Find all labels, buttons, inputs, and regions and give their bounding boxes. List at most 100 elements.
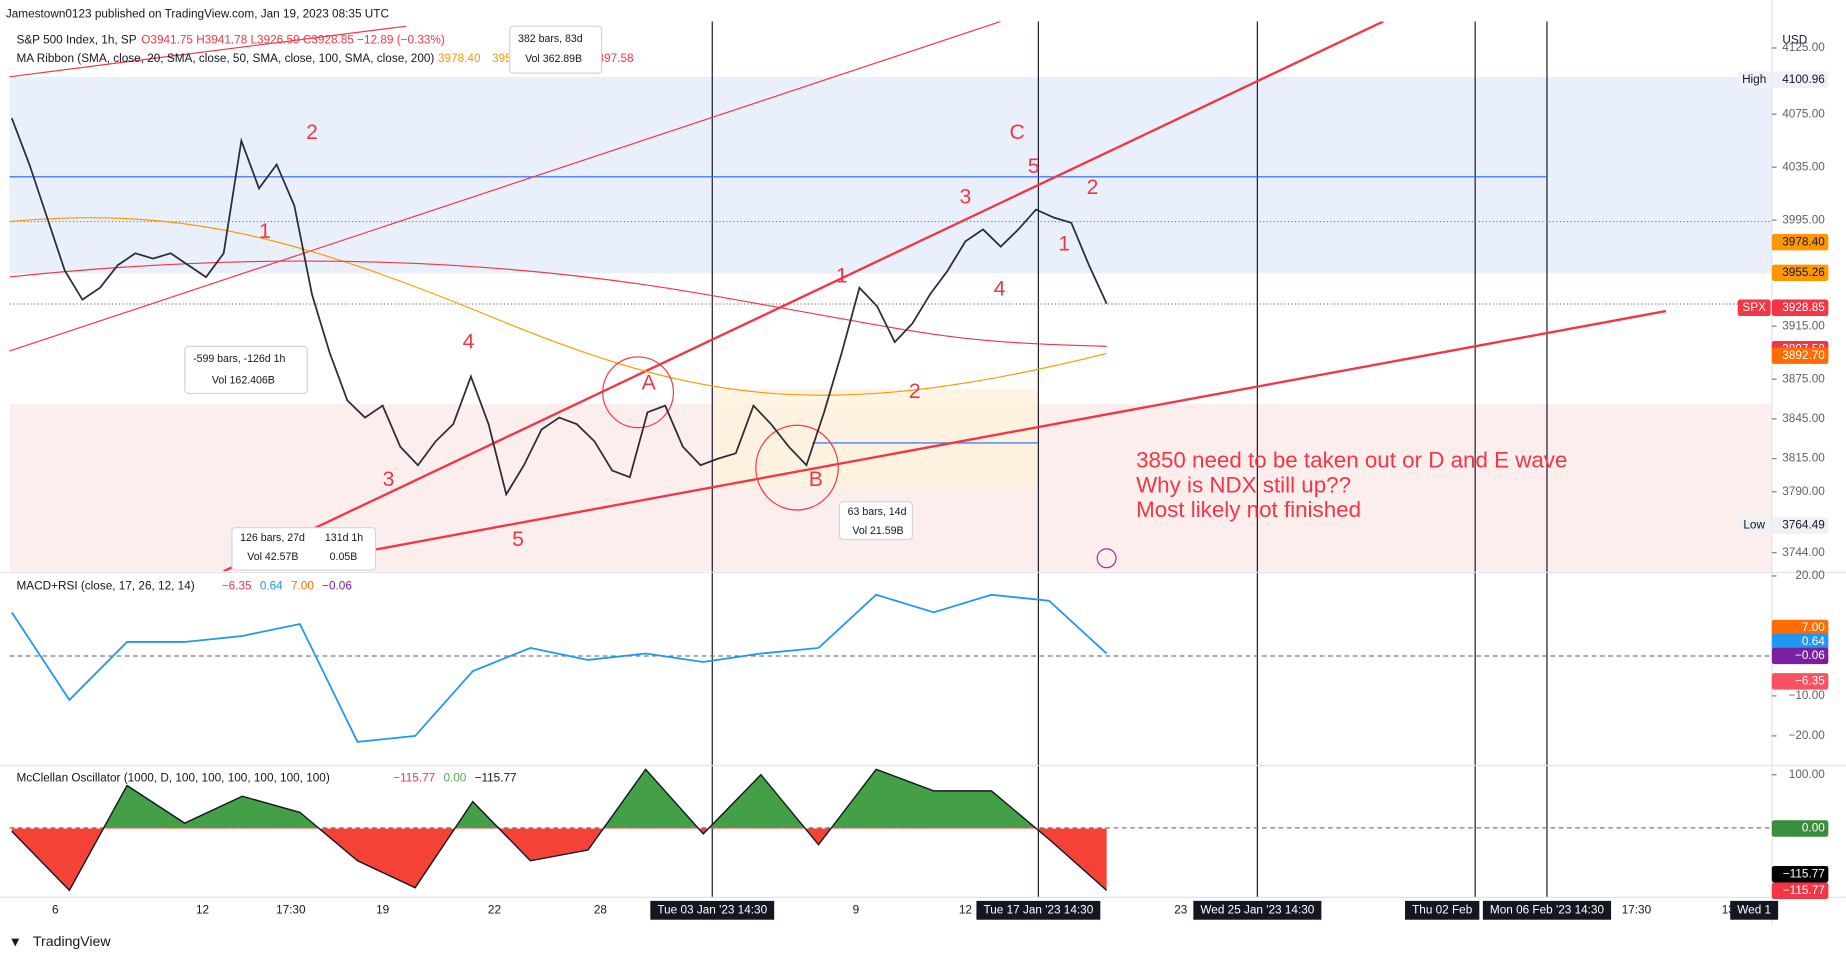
time-label: 12 xyxy=(196,903,209,916)
pane-legend: 0.64 xyxy=(260,580,283,593)
price-line xyxy=(10,117,1108,497)
y-tick-label: 3915.00 xyxy=(1782,319,1825,332)
time-label: 28 xyxy=(594,903,608,916)
tooltip-text: 131d 1h xyxy=(325,532,363,544)
time-label: 22 xyxy=(488,903,501,916)
wave-label: 2 xyxy=(306,121,318,144)
time-label: Wed 25 Jan '23 14:30 xyxy=(1200,903,1314,916)
comment: Why is NDX still up?? xyxy=(1136,472,1351,497)
time-label: 12 xyxy=(959,903,972,916)
wave-label: 3 xyxy=(959,186,971,209)
price-badge-label: 3892.70 xyxy=(1782,349,1825,362)
price-badge-label: 3928.85 xyxy=(1782,301,1825,314)
price-badge-label: −0.06 xyxy=(1795,649,1825,662)
tooltip-box xyxy=(231,527,377,571)
time-label: Mon 06 Feb '23 14:30 xyxy=(1490,903,1605,916)
price-badge xyxy=(1771,264,1829,282)
time-label-box xyxy=(1482,900,1612,920)
tooltip-box xyxy=(509,25,603,74)
wave-label: 1 xyxy=(259,220,271,243)
series xyxy=(10,117,1108,497)
time-label: Thu 02 Feb xyxy=(1412,903,1473,916)
symbol: S&P 500 Index, 1h, SP xyxy=(16,33,136,46)
time-label: 17:30 xyxy=(1622,903,1652,916)
zone xyxy=(712,388,1039,489)
pane-title: MACD+RSI (close, 17, 26, 12, 14) xyxy=(16,580,194,593)
alert-icon xyxy=(1096,548,1117,569)
price-badge xyxy=(1771,865,1829,883)
time-label: Wed 1 xyxy=(1737,903,1771,916)
price-badge-label: 3764.49 xyxy=(1782,519,1825,532)
area-negative xyxy=(11,827,1107,891)
y-tick-label: −20.00 xyxy=(1788,729,1825,742)
time-label: Tue 03 Jan '23 14:30 xyxy=(657,903,767,916)
y-tick-label: −10.00 xyxy=(1788,689,1825,702)
price-line xyxy=(11,593,1108,743)
price-badge xyxy=(1771,299,1829,317)
drawings xyxy=(9,21,1772,572)
tooltip-text: Vol 42.57B xyxy=(247,551,298,563)
price-badge-label: −115.77 xyxy=(1783,884,1825,897)
vertical-lines xyxy=(711,21,1548,898)
tooltip-text: 0.05B xyxy=(330,551,358,563)
time-label: 9 xyxy=(853,903,860,916)
time-label-box xyxy=(976,900,1101,920)
tooltip-box xyxy=(184,345,308,395)
tooltip-text: 63 bars, 14d xyxy=(848,506,907,518)
tooltip-text: Vol 162.406B xyxy=(212,374,275,386)
comment: Most likely not finished xyxy=(1136,497,1361,522)
y-tick-label: 20.00 xyxy=(1795,569,1825,582)
price-tag: Low xyxy=(1743,519,1765,532)
logo: ▾ xyxy=(11,933,20,949)
wave-label: 3 xyxy=(383,468,395,491)
price-badge xyxy=(1771,233,1829,251)
comment: 3850 need to be taken out or D and E wav… xyxy=(1136,448,1567,473)
tooltip-text: -599 bars, -126d 1h xyxy=(193,353,285,365)
pane-legend: −115.77 xyxy=(475,772,517,785)
y-tick-label: 3995.00 xyxy=(1782,213,1825,226)
price-tag-box xyxy=(1737,299,1771,317)
tooltip-text: Vol 362.89B xyxy=(525,53,582,65)
price-badge xyxy=(1771,882,1829,900)
area-positive xyxy=(103,769,1036,828)
price-badge xyxy=(1771,633,1829,651)
time-label: 19 xyxy=(376,903,389,916)
series xyxy=(11,593,1108,743)
wave-label: 4 xyxy=(463,330,475,353)
tooltip-box xyxy=(838,501,913,541)
wave-label: 1 xyxy=(836,265,848,288)
time-label: 17:30 xyxy=(276,903,306,916)
pane-legend: −115.77 xyxy=(393,772,435,785)
wave-label: A xyxy=(642,372,657,395)
series xyxy=(11,768,1108,892)
wave-label: C xyxy=(1010,121,1025,144)
currency: USD xyxy=(1782,33,1807,46)
wave-label: 2 xyxy=(909,380,921,403)
zone xyxy=(9,76,1772,274)
price-badge-label: 0.64 xyxy=(1802,635,1825,648)
y-tick-label: 4035.00 xyxy=(1782,160,1825,173)
pane-legend: 7.00 xyxy=(291,580,314,593)
price-badge-label: 3955.26 xyxy=(1782,266,1825,279)
price-tag: SPX xyxy=(1742,301,1766,314)
time-label: 6 xyxy=(52,903,59,916)
price-badge-label: −115.77 xyxy=(1783,867,1825,880)
wave-label: 5 xyxy=(1028,155,1040,178)
time-label-box xyxy=(650,900,775,920)
pane-legend: −6.35 xyxy=(222,580,252,593)
wave-label: 4 xyxy=(994,277,1006,300)
time-label-box xyxy=(1193,900,1322,920)
wave-label: 1 xyxy=(1058,233,1070,256)
pane-title: McClellan Oscillator (1000, D, 100, 100,… xyxy=(16,772,329,785)
time-label-box xyxy=(1405,900,1480,920)
price-badge xyxy=(1771,820,1829,837)
wave-label: B xyxy=(809,468,823,491)
pane-borders xyxy=(0,0,1846,925)
price-tag-box xyxy=(1737,71,1771,89)
y-tick-label: 100.00 xyxy=(1789,768,1825,781)
price-badge xyxy=(1771,517,1829,534)
y-tick-label: 3845.00 xyxy=(1782,412,1825,425)
price-badge xyxy=(1771,71,1829,89)
pane-legend: −0.06 xyxy=(322,580,352,593)
